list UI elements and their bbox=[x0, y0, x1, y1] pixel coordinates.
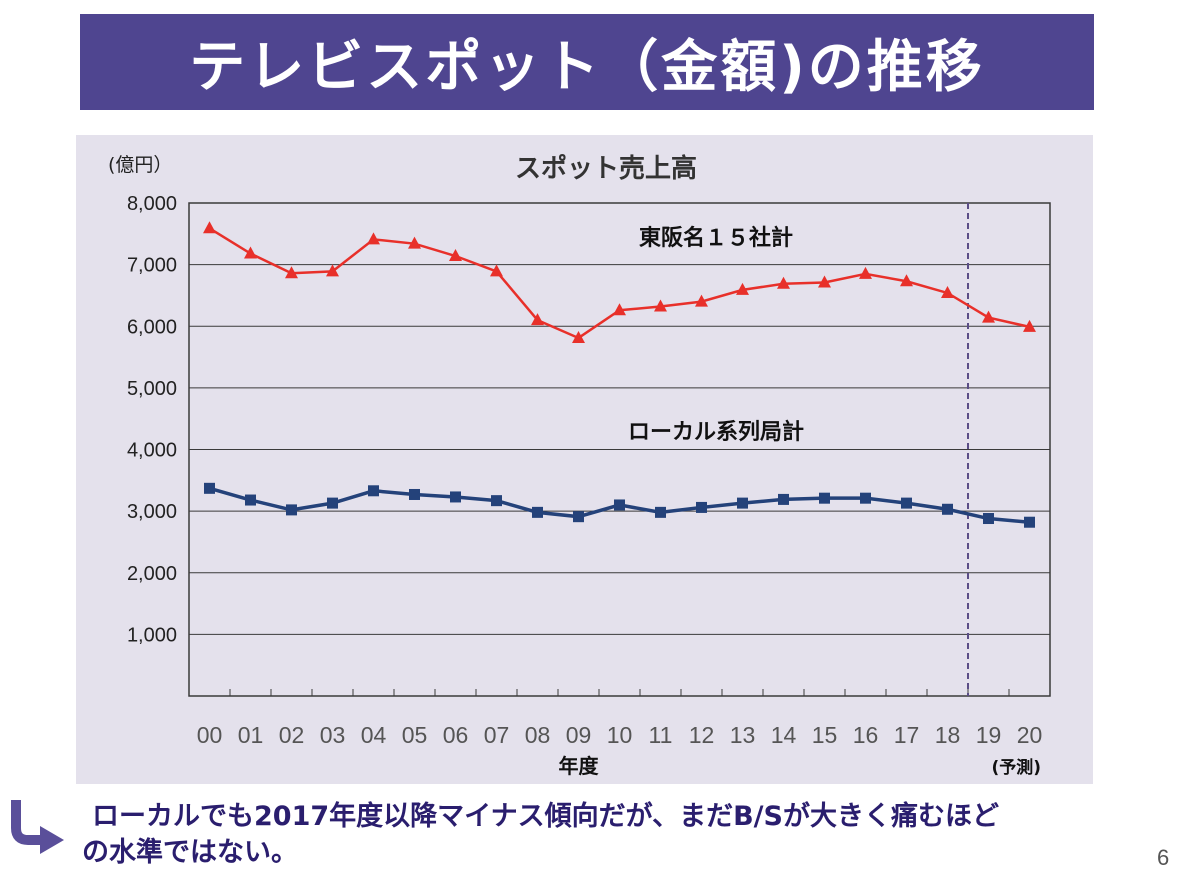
data-point-marker bbox=[531, 313, 544, 326]
y-tick-label: 5,000 bbox=[127, 378, 177, 400]
data-point-marker bbox=[613, 303, 626, 316]
data-point-marker bbox=[859, 266, 872, 279]
plot-frame bbox=[188, 202, 1051, 697]
data-point-marker bbox=[245, 494, 256, 506]
curved-arrow-right-icon bbox=[11, 800, 64, 854]
x-tick-label: 06 bbox=[443, 722, 469, 748]
data-point-marker bbox=[285, 266, 298, 279]
data-point-marker bbox=[326, 264, 339, 277]
data-point-marker bbox=[941, 285, 954, 298]
x-tick-label: 11 bbox=[649, 722, 673, 748]
data-point-marker bbox=[367, 232, 380, 245]
data-point-marker bbox=[573, 511, 584, 523]
x-tick-label: 07 bbox=[484, 722, 510, 748]
data-point-marker bbox=[1023, 319, 1036, 332]
data-point-marker bbox=[983, 513, 994, 525]
x-tick-label: 12 bbox=[689, 722, 715, 748]
data-point-marker bbox=[490, 264, 503, 277]
data-point-marker bbox=[409, 488, 420, 500]
y-tick-label: 3,000 bbox=[127, 501, 177, 523]
footer-line-2: の水準ではない。 bbox=[82, 837, 298, 868]
data-point-marker bbox=[942, 503, 953, 515]
data-point-marker bbox=[1024, 516, 1035, 528]
x-axis-label: 年度 bbox=[559, 754, 600, 778]
x-tick-label: 17 bbox=[894, 722, 920, 748]
data-point-marker bbox=[491, 495, 502, 507]
y-tick-label: 7,000 bbox=[127, 255, 177, 277]
data-point-marker bbox=[654, 299, 667, 312]
data-point-marker bbox=[368, 485, 379, 497]
y-tick-label: 1,000 bbox=[127, 624, 177, 646]
x-tick-label: 03 bbox=[320, 722, 346, 748]
data-point-marker bbox=[860, 492, 871, 504]
data-point-marker bbox=[778, 493, 789, 505]
data-point-marker bbox=[449, 248, 462, 261]
data-point-marker bbox=[737, 497, 748, 509]
data-point-marker bbox=[286, 504, 297, 516]
data-point-marker bbox=[532, 506, 543, 518]
y-tick-label: 8,000 bbox=[127, 193, 177, 215]
x-tick-label: 20 bbox=[1017, 722, 1043, 748]
series-label: 東阪名１５社計 bbox=[639, 225, 793, 251]
y-tick-label: 2,000 bbox=[127, 563, 177, 585]
x-tick-label: 09 bbox=[566, 722, 592, 748]
data-point-marker bbox=[204, 482, 215, 494]
line-chart: スポット売上高 (億円） 1,000 2,000 3,000 4,000 5,000 6,00… bbox=[108, 153, 1051, 778]
y-tick-label: 4,000 bbox=[127, 440, 177, 462]
x-tick-label: 02 bbox=[279, 722, 305, 748]
data-point-marker bbox=[819, 492, 830, 504]
data-point-marker bbox=[736, 282, 749, 295]
data-point-marker bbox=[450, 491, 461, 503]
x-tick-label: 01 bbox=[238, 722, 264, 748]
data-point-marker bbox=[900, 274, 913, 287]
x-tick-label: 10 bbox=[607, 722, 633, 748]
data-point-marker bbox=[982, 310, 995, 323]
data-point-marker bbox=[655, 506, 666, 518]
data-point-marker bbox=[696, 501, 707, 513]
page-number: 6 bbox=[1157, 845, 1170, 870]
x-tick-label: 18 bbox=[935, 722, 961, 748]
data-point-marker bbox=[244, 246, 257, 259]
title-bar: テレビスポット（金額)の推移 bbox=[80, 14, 1094, 110]
x-tick-label: 05 bbox=[402, 722, 428, 748]
y-tick-label: 6,000 bbox=[127, 316, 177, 338]
y-unit-label: (億円） bbox=[108, 154, 172, 176]
data-point-marker bbox=[695, 294, 708, 307]
data-point-marker bbox=[614, 499, 625, 511]
x-tick-label: 16 bbox=[853, 722, 879, 748]
x-tick-label: 00 bbox=[197, 722, 223, 748]
data-point-marker bbox=[327, 497, 338, 509]
data-point-marker bbox=[818, 275, 831, 288]
footer-line-1: ローカルでも2017年度以降マイナス傾向だが、まだB/Sが大きく痛むほど bbox=[92, 801, 999, 832]
data-point-marker bbox=[572, 330, 585, 343]
data-point-marker bbox=[777, 276, 790, 289]
data-point-marker bbox=[203, 221, 216, 234]
x-tick-label: 13 bbox=[730, 722, 756, 748]
x-tick-label: 08 bbox=[525, 722, 551, 748]
x-tick-label: 04 bbox=[361, 722, 387, 748]
x-tick-label: 19 bbox=[976, 722, 1002, 748]
series-label: ローカル系列局計 bbox=[628, 419, 804, 445]
data-point-marker bbox=[901, 497, 912, 509]
x-tick-label: 15 bbox=[812, 722, 838, 748]
forecast-label: (予測) bbox=[992, 757, 1042, 778]
slide-title: テレビスポット（金額)の推移 bbox=[189, 34, 985, 100]
x-tick-label: 14 bbox=[771, 722, 797, 748]
chart-title: スポット売上高 bbox=[515, 153, 697, 184]
chart-area: スポット売上高 (億円） 1,000 2,000 3,000 4,000 5,000 6,00… bbox=[76, 135, 1093, 784]
footer-note: ローカルでも2017年度以降マイナス傾向だが、まだB/Sが大きく痛むほど の水準… bbox=[82, 799, 1146, 871]
data-point-marker bbox=[408, 236, 421, 249]
